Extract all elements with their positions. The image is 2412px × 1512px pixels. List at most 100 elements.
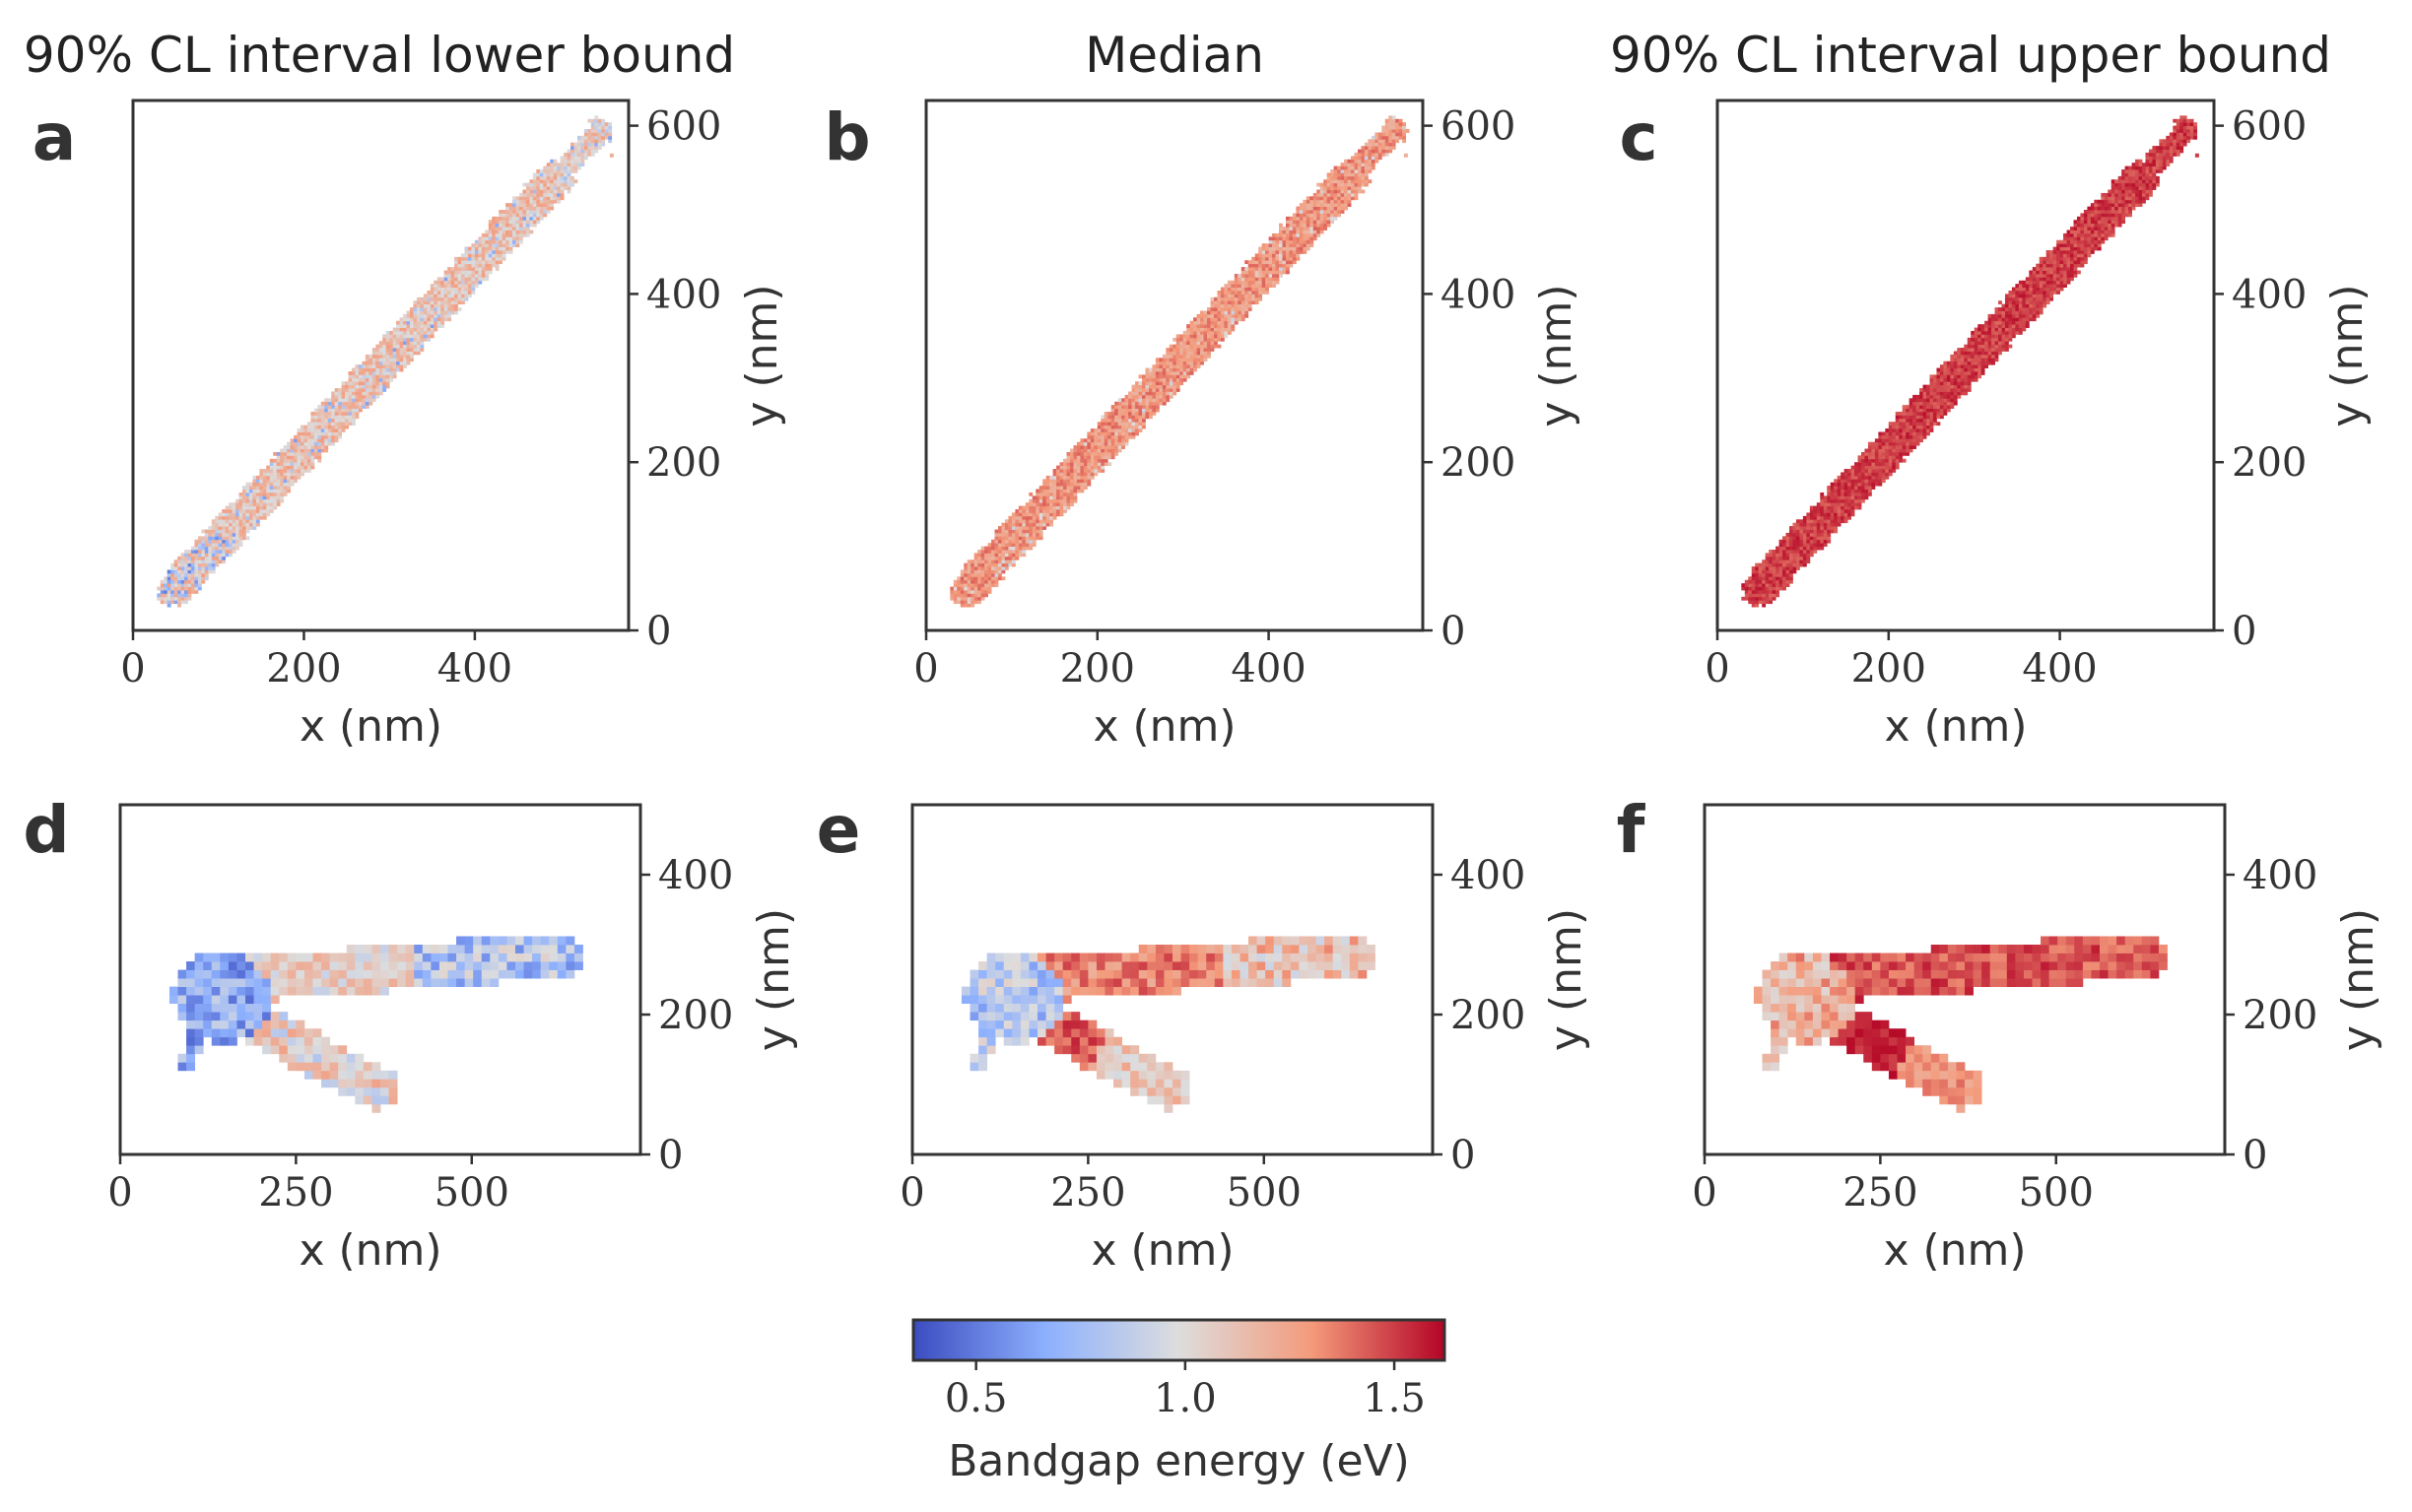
heatmap-cell [382,337,387,342]
heatmap-cell [553,186,558,190]
heatmap-cell [594,135,599,140]
heatmap-cell [1806,553,1811,558]
heatmap-cell [1337,192,1341,197]
heatmap-cell [440,320,445,325]
heatmap-cell [994,579,999,584]
heatmap-cell [1224,327,1229,332]
heatmap-cell [1080,441,1085,446]
heatmap-cell [287,472,291,477]
heatmap-cell [1296,223,1301,228]
panel-letter-a: a [33,99,77,175]
heatmap-cell [515,216,520,221]
heatmap-cell [1333,192,1338,197]
heatmap-cell [194,559,199,564]
heatmap-cell [1073,465,1078,470]
heatmap-cell [539,172,544,177]
heatmap-cell [512,210,516,214]
heatmap-cell [1203,313,1208,318]
heatmap-cell [536,220,541,225]
heatmap-cell [1946,388,1951,392]
heatmap-cell [190,583,195,587]
heatmap-cell [1166,354,1171,359]
heatmap-cell [262,498,267,503]
heatmap-cell [1117,445,1122,449]
heatmap-cell [1967,377,1972,382]
heatmap-cell [229,529,233,534]
heatmap-cell [266,486,271,490]
heatmap-cell [1141,401,1146,406]
heatmap-cell [248,502,253,507]
heatmap-cell [345,411,349,416]
heatmap-cell [1312,230,1317,234]
heatmap-cell [378,384,383,389]
heatmap-cell [471,291,476,295]
heatmap-cell [980,576,985,581]
heatmap-cell [457,270,462,275]
heatmap-cell [525,210,530,214]
heatmap-cell [1240,267,1245,271]
heatmap-cell [499,232,503,237]
heatmap-cell [180,562,185,567]
heatmap-cell [1258,284,1263,288]
heatmap-cell [997,526,1002,530]
heatmap-cell [1782,562,1786,567]
heatmap-cell [1309,236,1314,241]
heatmap-cell [1351,165,1355,170]
heatmap-cell [1919,434,1923,439]
heatmap-cell [1069,475,1074,480]
heatmap-cell [964,593,969,598]
heatmap-cell [403,351,407,356]
heatmap-cell [1032,509,1037,513]
heatmap-cell [177,562,181,567]
heatmap-cell [413,310,418,315]
heatmap-cell [1244,260,1249,265]
heatmap-cell [409,358,414,362]
heatmap-cell [280,451,285,456]
heatmap-cell [201,543,206,548]
heatmap-cell [1097,469,1102,473]
heatmap-cell [252,505,257,510]
heatmap-cell [276,492,281,496]
heatmap-cell [1782,543,1786,548]
heatmap-cell [1827,489,1832,493]
heatmap-cell [1340,199,1345,204]
heatmap-cell [1778,572,1783,577]
heatmap-cell [403,358,407,362]
heatmap-cell [1395,135,1400,140]
heatmap-cell [1772,590,1776,594]
heatmap-cell [177,586,181,591]
heatmap-cell [1860,489,1865,493]
heatmap-cell [1967,374,1972,379]
heatmap-cell [1765,559,1770,564]
heatmap-cell [1384,135,1389,140]
heatmap-cell [1809,509,1814,513]
heatmap-cell [1857,482,1862,487]
heatmap-cell [1820,505,1825,510]
heatmap-cell [608,135,613,140]
heatmap-cell [997,566,1002,570]
heatmap-cell [1888,458,1893,463]
heatmap-cell [567,182,571,187]
heatmap-cell [1059,475,1064,480]
heatmap-cell [1107,462,1112,467]
heatmap-cell [355,367,360,372]
heatmap-cell [1076,462,1081,467]
heatmap-cell [512,232,516,237]
heatmap-cell [543,213,548,218]
heatmap-cell [1152,391,1157,396]
heatmap-cell [546,206,551,211]
heatmap-cell [255,489,260,493]
heatmap-cell [1200,320,1204,325]
heatmap-cell [457,284,462,288]
heatmap-cell [259,492,264,496]
heatmap-cell [1878,445,1883,449]
heatmap-cell [1795,536,1800,541]
heatmap-cell [287,455,291,460]
heatmap-cell [1312,192,1317,197]
heatmap-cell [1323,192,1328,197]
heatmap-cell [546,163,551,167]
heatmap-cell [977,579,982,584]
heatmap-cell [1087,458,1092,463]
heatmap-cell [1922,388,1927,392]
heatmap-cell [1830,512,1835,517]
